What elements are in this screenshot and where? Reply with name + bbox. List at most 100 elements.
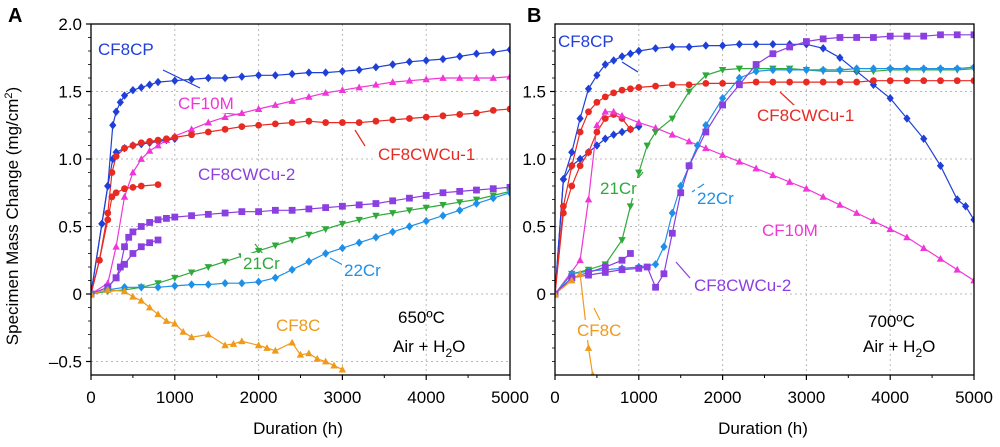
data-point-cf8cwcu-1 [853, 78, 861, 86]
data-point-21cr [204, 264, 213, 271]
data-point-cf8cwcu-2 [660, 270, 668, 278]
series-label-cf8c: CF8C [577, 321, 621, 340]
data-point-cf8cwcu-1 [668, 81, 676, 89]
y-tick-label: 1.5 [522, 83, 546, 102]
panel-a-environment: Air + H2O [393, 337, 465, 360]
data-point-cf8cwcu-1-short [593, 128, 601, 136]
data-point-cf10m [129, 168, 137, 176]
data-point-cf8cwcu-2 [163, 215, 170, 222]
data-point-cf8cwcu-1-short [576, 162, 584, 170]
data-point-cf8cp [422, 56, 430, 65]
data-point-cf8cwcu-1 [635, 84, 643, 91]
data-point-cf8cp [936, 161, 945, 170]
data-point-cf8cwcu-1-short [627, 125, 634, 133]
y-axis-label: Specimen Mass Change (mg/cm2) [3, 87, 22, 345]
data-point-cf10m [718, 151, 727, 158]
data-point-cf8cwcu-1 [970, 77, 974, 85]
y-tick-label: 1.0 [522, 150, 546, 169]
data-point-21cr [405, 207, 414, 215]
data-point-cf8cwcu-1 [953, 77, 961, 85]
data-point-cf10m [254, 105, 263, 112]
data-point-cf8cwcu-2 [456, 188, 464, 195]
data-point-cf8cwcu-1 [154, 136, 162, 144]
data-point-22cr [677, 181, 685, 191]
data-point-cf8cwcu-2 [937, 31, 944, 39]
data-point-cf8cwcu-1 [238, 123, 246, 130]
data-point-cf8cwcu-2 [339, 202, 346, 210]
data-point-cf8cwcu-2 [836, 34, 844, 41]
data-point-cf10m [903, 233, 911, 241]
data-point-cf8cp-short [104, 181, 112, 191]
label-leader-21cr [254, 243, 264, 255]
data-point-cf8cp-short [618, 127, 626, 137]
data-point-cf10m [456, 74, 464, 81]
x-tick-label: 2000 [240, 388, 278, 407]
data-point-cf8cwcu-2 [786, 43, 794, 51]
data-point-cf10m [187, 125, 196, 133]
series-label-22cr: 22Cr [697, 189, 734, 208]
data-point-cf8c [238, 337, 246, 345]
data-point-cf10m [936, 255, 945, 262]
data-point-cf8cwcu-2 [643, 263, 651, 271]
data-point-cf10m [752, 164, 760, 172]
data-point-cf8cp [668, 42, 676, 52]
data-point-cf8cp [719, 41, 727, 50]
data-point-cf8cwcu-2 [322, 204, 330, 211]
markers-layer [91, 31, 974, 375]
data-point-cf8cp-short [559, 175, 567, 184]
data-point-cf8cwcu-1 [506, 105, 510, 113]
data-point-21cr [288, 237, 296, 244]
data-point-cf10m [668, 130, 677, 138]
data-point-cf8cwcu-1 [870, 77, 877, 85]
data-point-cf8cp [584, 84, 593, 93]
label-bg [695, 188, 739, 208]
x-tick-label: 4000 [407, 388, 445, 407]
data-point-21cr [187, 269, 196, 277]
data-point-cf8cp-short [98, 219, 106, 228]
x-tick-label: 5000 [955, 388, 993, 407]
data-point-22cr [322, 249, 330, 258]
data-point-cf10m [618, 111, 626, 119]
data-point-cf8cwcu-2 [389, 197, 397, 205]
data-point-21cr [685, 88, 693, 96]
data-point-cf8cp [146, 80, 154, 89]
data-point-cf10m [338, 86, 347, 94]
panel-a-letter: A [8, 5, 22, 27]
data-point-22cr [936, 64, 945, 73]
series-label-cf8cwcu-1: CF8CWCu-1 [378, 145, 475, 164]
data-point-cf10m [405, 76, 414, 84]
data-point-cf8cwcu-1 [937, 77, 944, 85]
data-point-cf8c [263, 344, 271, 351]
data-point-cf10m [576, 256, 584, 264]
data-point-cf8cwcu-2 [819, 35, 827, 43]
data-point-cf8c [296, 350, 305, 358]
data-point-cf8cwcu-2 [702, 128, 710, 136]
data-point-cf8cwcu-2 [685, 162, 693, 170]
x-axis-label-a: Duration (h) [253, 419, 343, 438]
data-point-cf8c [104, 286, 112, 293]
y-tick-label: 0.5 [58, 218, 82, 237]
labels-layer: CF8CP CF10M CF8CWCu-1 CF8CWCu-2 21Cr 22Cr CF8C… [96, 31, 854, 340]
data-point-cf8cwcu-2 [125, 233, 133, 241]
data-point-cf8cwcu-1 [489, 107, 497, 114]
data-point-cf8cp [769, 40, 777, 49]
data-point-cf8cp [886, 94, 894, 103]
data-point-cf8cp-short [576, 154, 584, 164]
label-bg [575, 320, 619, 340]
data-point-cf8cwcu-1 [456, 111, 464, 118]
data-point-22cr [506, 188, 510, 197]
data-point-21cr [388, 210, 397, 217]
data-point-cf8cwcu-2-short [627, 250, 634, 257]
data-point-21cr [271, 242, 280, 250]
data-point-21cr [702, 72, 710, 80]
label-leader-cf8cwcu-2 [675, 261, 691, 279]
data-point-cf8cp [610, 56, 618, 65]
data-point-cf8cp [405, 57, 414, 66]
data-point-cf8cwcu-2-short [146, 239, 154, 247]
label-bg [342, 260, 386, 280]
data-point-cf8c [576, 269, 584, 277]
data-point-22cr [668, 208, 676, 218]
data-point-cf8cp [618, 52, 626, 61]
data-point-cf8c [129, 292, 137, 300]
